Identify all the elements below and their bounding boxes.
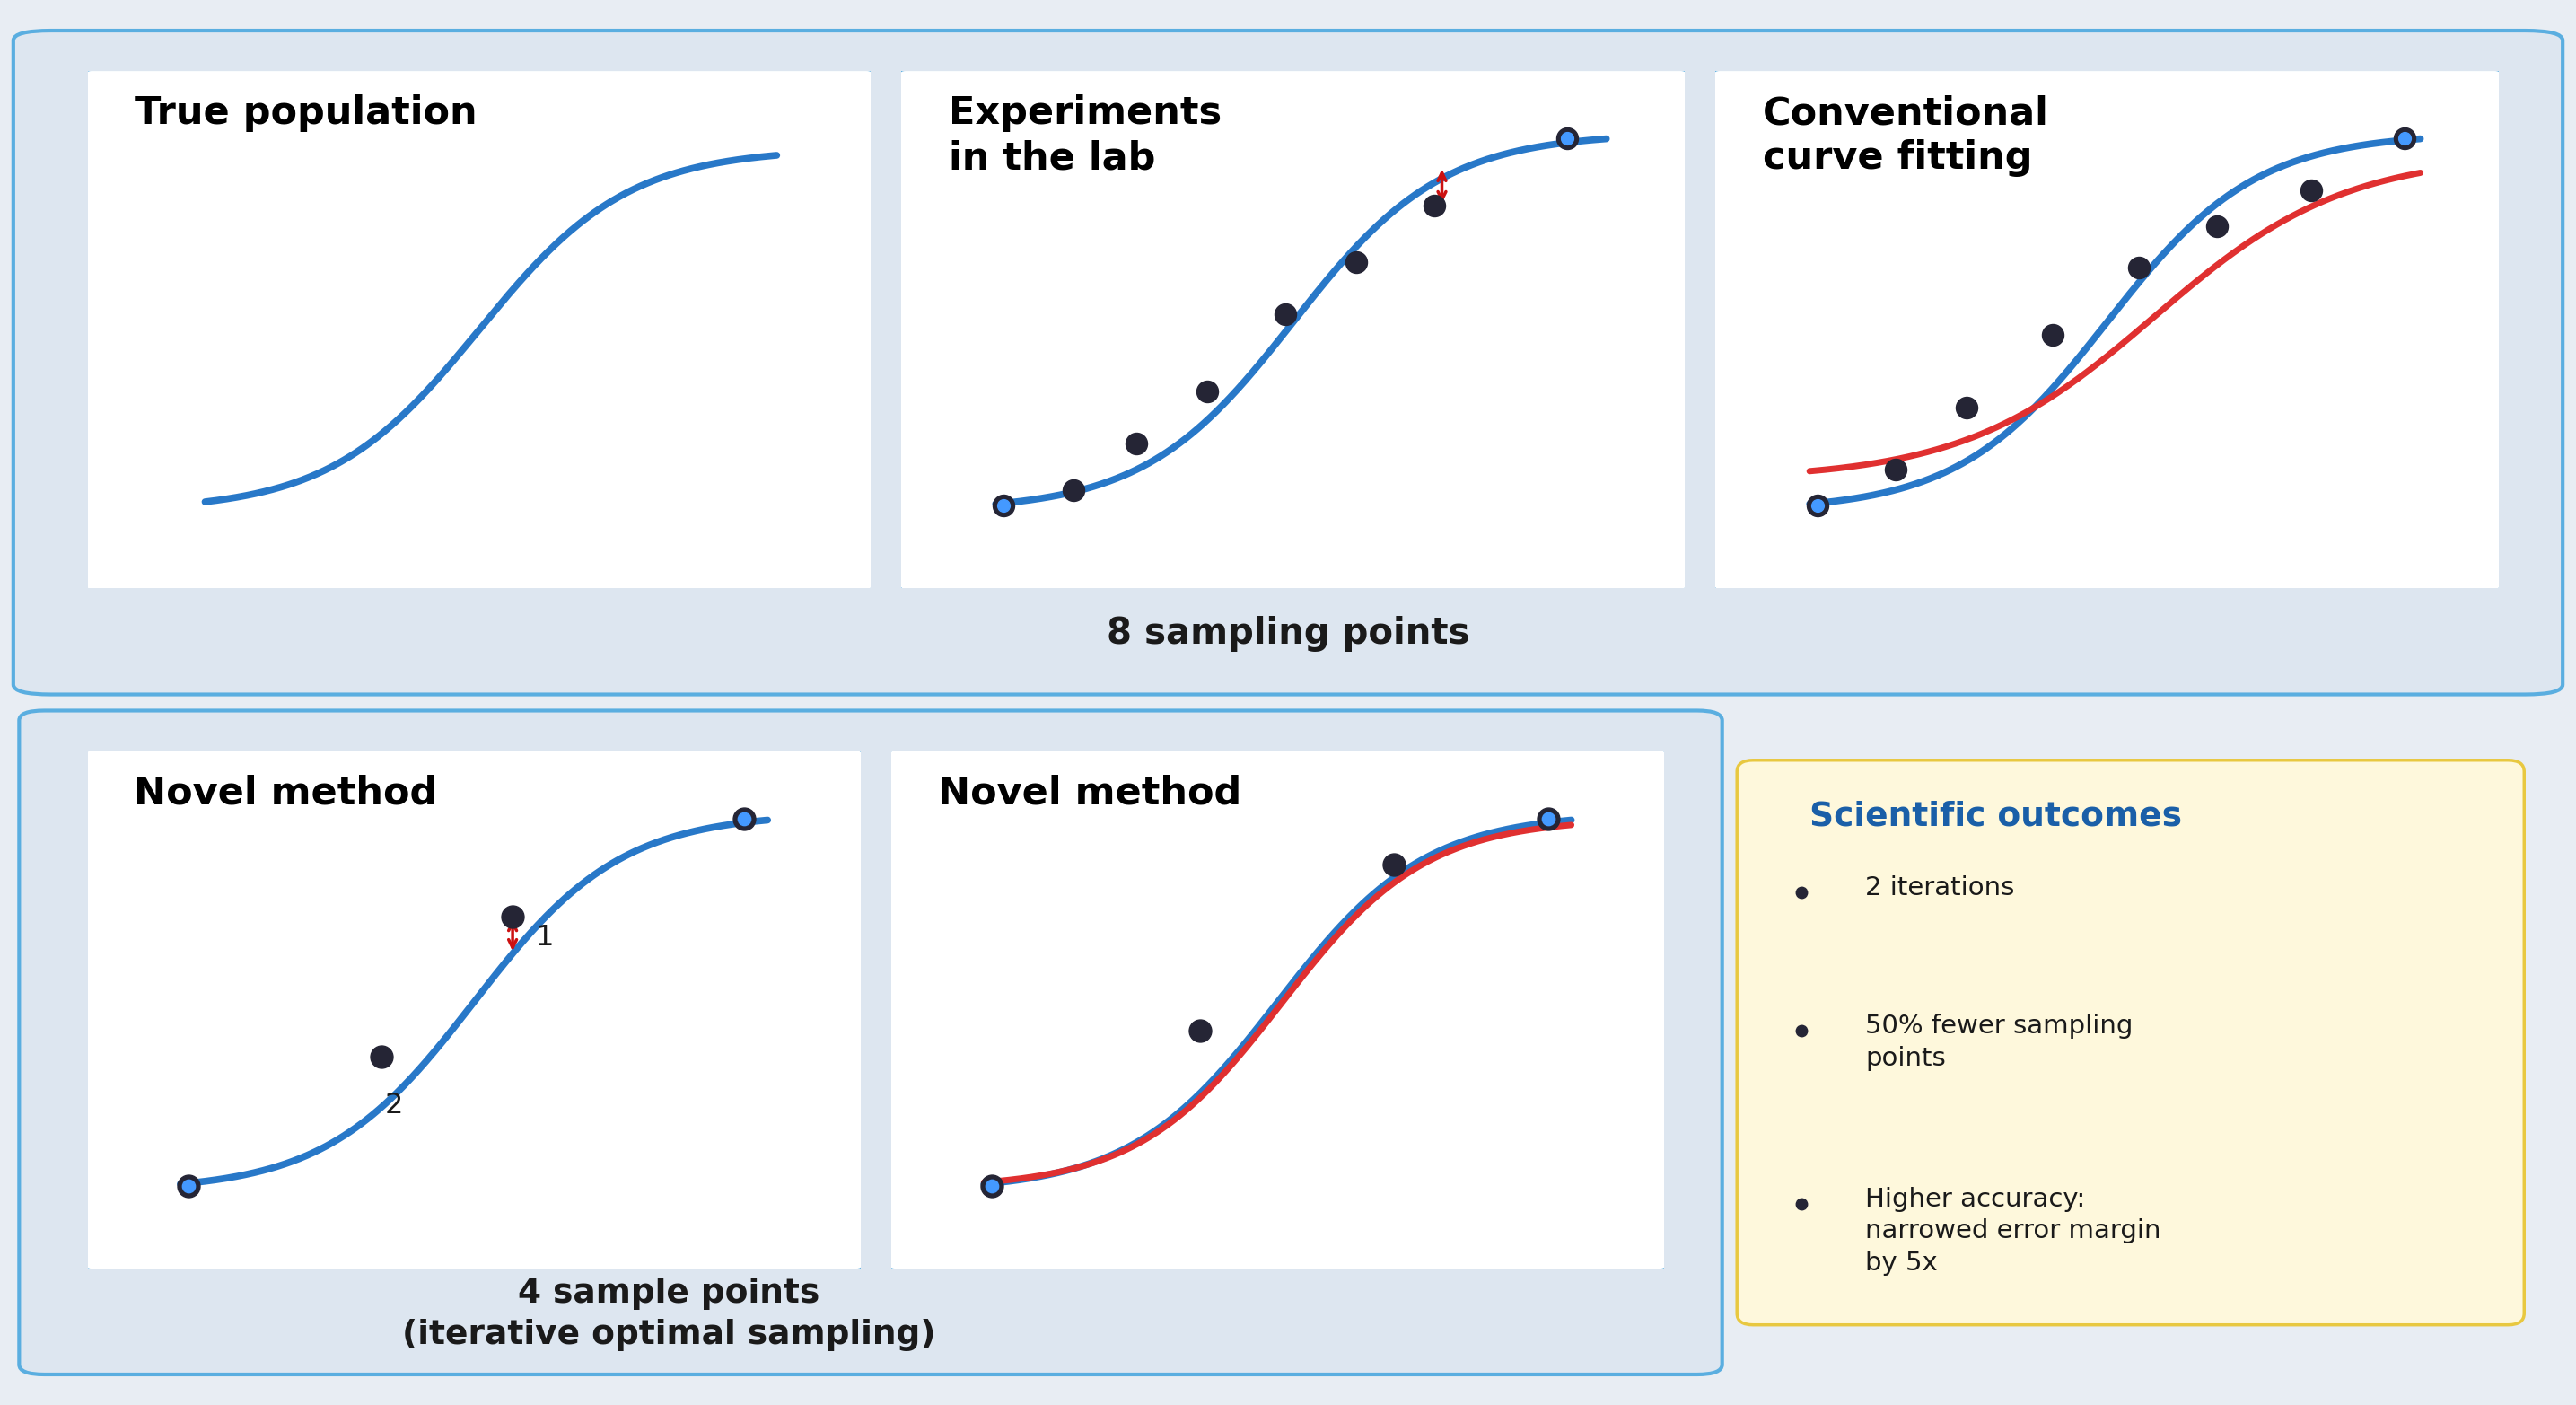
Point: [984, 495, 1025, 517]
Point: [2385, 126, 2427, 149]
Point: [1798, 495, 1839, 517]
Point: [1528, 806, 1569, 829]
Point: [2117, 257, 2159, 280]
Point: [1945, 396, 1986, 419]
Point: [167, 1175, 209, 1197]
FancyBboxPatch shape: [1736, 760, 2524, 1325]
Text: Novel method: Novel method: [134, 774, 438, 812]
Point: [1265, 303, 1306, 326]
Text: Novel method: Novel method: [938, 774, 1242, 812]
Point: [724, 806, 765, 829]
Point: [1528, 806, 1569, 829]
Point: [2385, 126, 2427, 149]
Point: [724, 806, 765, 829]
Point: [2290, 178, 2331, 201]
Point: [1054, 479, 1095, 502]
Point: [1180, 1019, 1221, 1041]
Point: [971, 1175, 1012, 1197]
Text: 2 iterations: 2 iterations: [1865, 875, 2014, 901]
Point: [1875, 458, 1917, 481]
FancyBboxPatch shape: [18, 711, 1723, 1374]
Point: [1546, 126, 1587, 149]
FancyBboxPatch shape: [899, 70, 1687, 590]
Text: 4 sample points
(iterative optimal sampling): 4 sample points (iterative optimal sampl…: [402, 1277, 935, 1350]
Point: [971, 1175, 1012, 1197]
Text: Higher accuracy:
narrowed error margin
by 5x: Higher accuracy: narrowed error margin b…: [1865, 1187, 2161, 1276]
Point: [1115, 433, 1157, 455]
Text: Conventional
curve fitting: Conventional curve fitting: [1762, 94, 2048, 177]
Point: [1373, 854, 1414, 877]
Point: [1188, 381, 1229, 403]
Text: 2: 2: [384, 1092, 404, 1120]
Point: [1414, 194, 1455, 216]
Point: [1798, 495, 1839, 517]
FancyBboxPatch shape: [85, 70, 873, 590]
Point: [167, 1175, 209, 1197]
Point: [984, 495, 1025, 517]
Point: [1546, 126, 1587, 149]
Text: Scientific outcomes: Scientific outcomes: [1808, 801, 2182, 833]
Text: True population: True population: [134, 94, 477, 132]
FancyBboxPatch shape: [85, 750, 863, 1270]
Text: 50% fewer sampling
points: 50% fewer sampling points: [1865, 1013, 2133, 1071]
Point: [492, 905, 533, 927]
FancyBboxPatch shape: [1713, 70, 2501, 590]
Text: 1: 1: [536, 923, 554, 951]
Point: [2032, 323, 2074, 346]
Text: Experiments
in the lab: Experiments in the lab: [948, 94, 1221, 177]
FancyBboxPatch shape: [13, 31, 2563, 694]
Point: [2197, 215, 2239, 237]
Text: 8 sampling points: 8 sampling points: [1108, 615, 1468, 652]
Point: [361, 1045, 402, 1068]
FancyBboxPatch shape: [889, 750, 1667, 1270]
Point: [1334, 251, 1376, 274]
